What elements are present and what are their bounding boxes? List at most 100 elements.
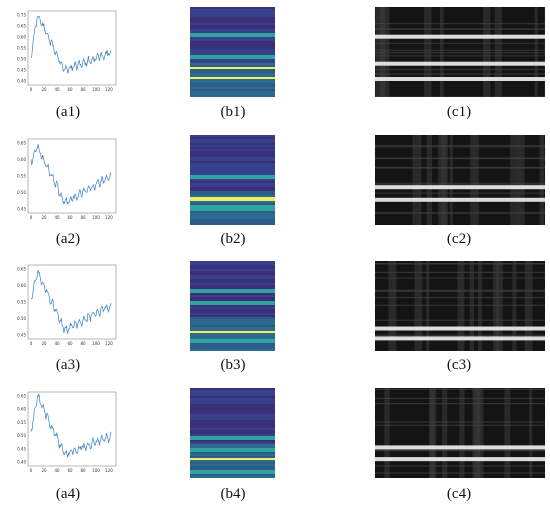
x-tick-label: 20 <box>41 468 47 473</box>
heatmap-band <box>190 263 275 266</box>
spectrogram-faint-band <box>375 49 545 51</box>
heatmap-band <box>190 207 275 210</box>
heatmap-band <box>190 283 275 286</box>
grayscale-c4 <box>375 388 545 478</box>
spectrogram-faint-band <box>375 290 545 292</box>
heatmap-band <box>190 271 275 274</box>
spectrogram-column <box>442 388 448 478</box>
heatmap-band <box>190 87 275 90</box>
heatmap-band <box>190 476 275 479</box>
line-plot-a4-svg: 0.65 0.60 0.55 0.50 0.45 0.40 0 20 40 60 80 100 120 <box>17 391 117 473</box>
spectrogram-column <box>469 261 475 351</box>
heatmap-band <box>190 402 275 405</box>
heatmap-band <box>190 267 275 270</box>
heatmap-band <box>190 161 275 164</box>
heatmap-band <box>190 410 275 413</box>
line-plot-a1: 0.75 0.65 0.60 0.55 0.50 0.45 0.40 0 20 40 60 80 100… <box>14 7 120 97</box>
x-tick-label: 20 <box>41 341 47 346</box>
heatmap-band <box>190 458 275 461</box>
heatmap-band <box>190 412 275 415</box>
heatmap-band <box>190 21 275 24</box>
spectrogram-faint-band <box>375 403 545 405</box>
y-tick-label: 0.55 <box>17 420 26 425</box>
heatmap-band <box>190 396 275 399</box>
heatmap-band <box>190 57 275 60</box>
heatmap-band <box>190 261 275 264</box>
caption-a1: (a1) <box>55 104 81 120</box>
heatmap-band <box>190 349 275 352</box>
heatmap-band <box>190 171 275 174</box>
x-tick-label: 20 <box>41 215 47 220</box>
spectrogram-faint-band <box>375 263 545 265</box>
heatmap-band <box>190 67 275 70</box>
heatmap-band <box>190 79 275 82</box>
line-plot-a2: 0.65 0.60 0.55 0.50 0.45 0 20 40 60 80 100 120 <box>14 135 120 225</box>
heatmap-band <box>190 37 275 40</box>
heatmap-band <box>190 163 275 166</box>
heatmap-band <box>190 313 275 316</box>
spectrogram-column <box>414 261 423 351</box>
grayscale-c4-svg <box>375 388 545 478</box>
heatmap-band <box>190 169 275 172</box>
heatmap-band <box>190 462 275 465</box>
signal-line <box>30 269 112 335</box>
heatmap-band <box>190 331 275 334</box>
spectrogram-column <box>544 7 550 97</box>
heatmap-band <box>190 193 275 196</box>
heatmap-band <box>190 15 275 18</box>
spectrogram-background <box>375 7 545 97</box>
spectrogram-column <box>426 135 432 225</box>
heatmap-band <box>190 472 275 475</box>
heatmap-band <box>190 9 275 12</box>
x-tick-label: 0 <box>30 215 33 220</box>
heatmap-band <box>190 297 275 300</box>
spectrogram-faint-band <box>375 296 545 299</box>
heatmap-band <box>190 61 275 64</box>
y-tick-label: 0.60 <box>17 283 26 288</box>
caption-c4: (c4) <box>446 486 472 502</box>
spectrogram-faint-band <box>375 304 545 306</box>
heatmap-band <box>190 438 275 441</box>
heatmap-band <box>190 341 275 344</box>
heatmap-band <box>190 41 275 44</box>
spectrogram-column <box>518 135 525 225</box>
spectrogram-bright-band <box>375 77 545 81</box>
heatmap-band <box>190 426 275 429</box>
heatmap-band <box>190 197 275 200</box>
heatmap-band <box>190 345 275 348</box>
heatmap-band <box>190 275 275 278</box>
heatmap-band <box>190 195 275 198</box>
y-tick-label: 0.40 <box>17 460 26 465</box>
heatmap-band <box>190 315 275 318</box>
x-tick-label: 40 <box>54 341 60 346</box>
spectrogram-faint-band <box>375 145 545 147</box>
spectrogram-faint-band <box>375 42 545 44</box>
heatmap-band <box>190 165 275 168</box>
heatmap-b4-svg <box>190 388 275 479</box>
plot-frame <box>27 10 117 86</box>
heatmap-band <box>190 217 275 220</box>
x-tick-label: 120 <box>105 468 113 473</box>
heatmap-band <box>190 71 275 74</box>
heatmap-band <box>190 51 275 54</box>
heatmap-band <box>190 201 275 204</box>
heatmap-band <box>190 135 275 138</box>
heatmap-band <box>190 466 275 469</box>
heatmap-band <box>190 343 275 346</box>
heatmap-band <box>190 149 275 152</box>
caption-b2: (b2) <box>220 231 246 247</box>
spectrogram-faint-band <box>375 166 545 169</box>
heatmap-band <box>190 179 275 182</box>
x-tick-label: 100 <box>92 215 100 220</box>
caption-a4: (a4) <box>55 486 81 502</box>
heatmap-band <box>190 289 275 292</box>
spectrogram-faint-band <box>375 397 545 400</box>
spectrogram-column <box>412 135 422 225</box>
spectrogram-column <box>375 7 382 97</box>
caption-c2: (c2) <box>446 231 472 247</box>
heatmap-band <box>190 281 275 284</box>
y-tick-label: 0.40 <box>17 79 26 84</box>
caption-c1: (c1) <box>446 104 472 120</box>
x-tick-label: 80 <box>80 341 86 346</box>
heatmap-band <box>190 213 275 216</box>
